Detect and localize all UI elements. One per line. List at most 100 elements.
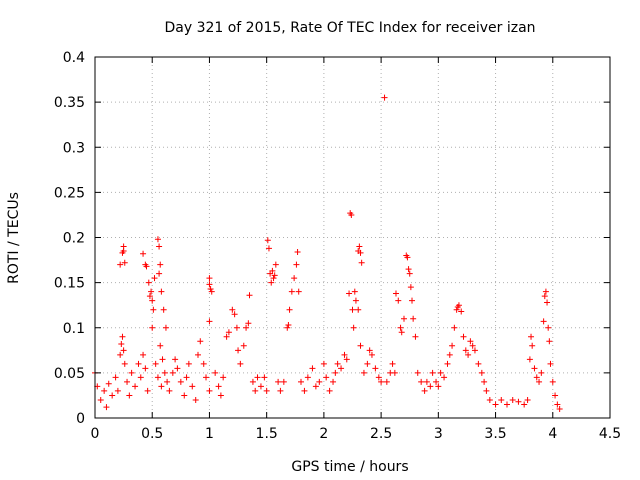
data-point [246,292,253,299]
plot-frame [94,56,611,419]
data-point [245,320,252,327]
data-point [298,378,304,385]
data-point [143,263,150,270]
x-tick-label: 3.5 [484,426,506,442]
data-point [356,243,363,250]
data-point [105,380,112,387]
data-point [119,333,126,340]
data-point [151,275,158,282]
data-point [414,369,421,376]
x-tick-label: 1 [205,426,214,442]
data-point [372,365,379,372]
data-point [366,347,373,354]
data-point [237,360,244,367]
data-point [398,329,405,336]
data-point [233,324,240,331]
data-point [475,360,482,367]
data-point [280,378,287,385]
x-tick-label: 1.5 [256,426,278,442]
x-axis-label: GPS time / hours [291,459,408,475]
data-point [533,374,540,381]
data-point [140,351,147,358]
y-tick-label: 0.3 [63,140,85,156]
data-point [294,248,301,255]
x-tick-label: 4.5 [599,426,621,442]
data-point [383,378,390,385]
data-point [157,261,164,268]
data-point [409,297,416,304]
data-point [206,387,213,394]
data-point [174,365,181,372]
data-point [392,290,399,297]
data-point [285,322,292,329]
data-point [352,297,359,304]
data-point [189,383,196,390]
axis-ticks: 0 0.5 1 1.5 2 2.5 3 3.5 4 4.5 0 0.05 0.1 0.15 0.2 0.25 0… [54,50,621,442]
data-point [120,347,127,354]
data-point [249,378,256,385]
data-point [332,369,339,376]
data-point [206,318,213,325]
x-tick-label: 3 [434,426,443,442]
data-point [288,288,295,295]
data-point [423,378,430,385]
data-point [478,369,485,376]
data-point [401,315,407,322]
data-point [435,383,442,390]
data-point [364,360,371,367]
data-point [410,315,417,322]
data-point [330,378,337,385]
data-point [263,387,270,394]
data-point [284,324,291,331]
data-point [458,308,465,315]
data-point [208,288,215,295]
data-point [225,329,232,336]
y-tick-label: 0 [76,411,85,427]
data-point [144,387,151,394]
data-point [544,299,551,306]
data-point [357,249,364,256]
data-point [158,288,165,295]
data-point [220,374,227,381]
data-point [270,275,277,282]
data-point [453,306,460,313]
data-point [117,351,124,358]
data-point [405,266,412,273]
data-points [92,94,563,412]
data-point [169,369,176,376]
data-point [181,392,188,399]
data-point [455,302,462,309]
data-point [446,351,453,358]
data-point [254,374,261,381]
data-point [117,261,124,268]
data-point [301,387,308,394]
data-point [360,369,367,376]
data-point [542,288,549,295]
data-point [101,387,108,394]
data-point [265,245,272,252]
data-point [465,351,472,358]
data-point [109,392,116,399]
data-point [486,396,493,403]
data-point [215,383,222,390]
data-point [467,338,474,345]
data-point [418,378,425,385]
data-point [350,324,357,331]
x-tick-label: 2 [319,426,328,442]
data-point [177,378,184,385]
data-point [286,306,293,313]
data-point [223,333,230,340]
data-point [343,356,350,363]
data-point [172,356,179,363]
data-point [355,306,362,313]
data-point [154,236,161,243]
data-point [471,347,478,354]
data-point [161,369,168,376]
data-point [531,365,538,372]
data-point [433,378,440,385]
data-point [526,356,533,363]
data-point [460,333,467,340]
data-point [152,360,159,367]
data-point [462,347,469,354]
